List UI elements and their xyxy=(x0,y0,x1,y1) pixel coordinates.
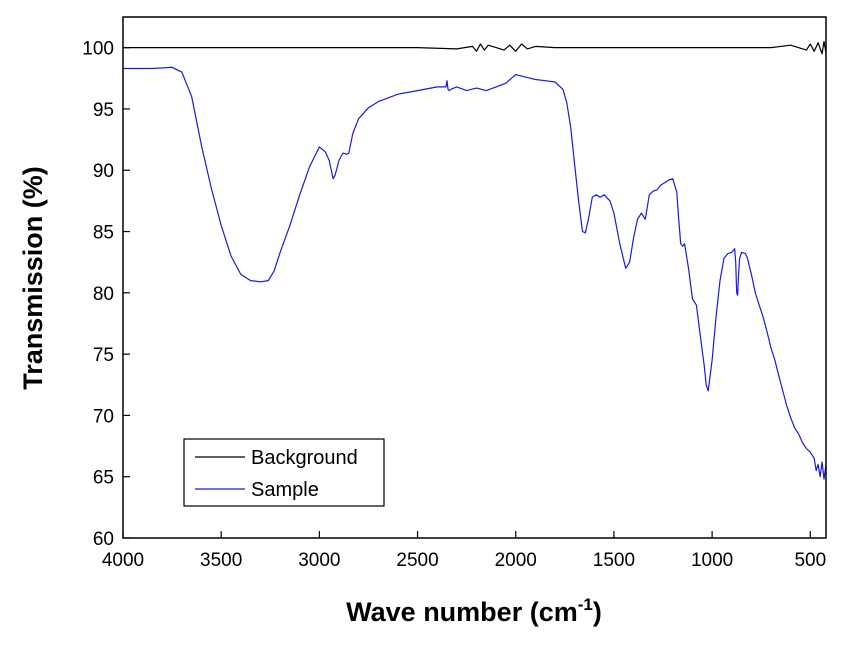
legend-box xyxy=(183,438,385,507)
series-line-sample xyxy=(123,66,827,480)
x-tick-label: 4000 xyxy=(102,550,144,571)
legend-label-sample: Sample xyxy=(251,479,319,501)
y-tick-label: 100 xyxy=(82,39,114,60)
x-tick-label: 1000 xyxy=(691,550,733,571)
y-axis-title: Transmission (%) xyxy=(18,166,48,390)
x-tick-label: 1500 xyxy=(593,550,635,571)
legend-label-background: Background xyxy=(251,447,358,469)
x-tick-label: 2500 xyxy=(396,550,438,571)
x-axis-title-superscript: -1 xyxy=(578,595,593,614)
y-axis-ticks: 60 65 70 75 80 85 90 95 100 xyxy=(82,39,130,550)
x-tick-label: 2000 xyxy=(495,550,537,571)
legend: Background Sample xyxy=(183,438,385,507)
plot-frame xyxy=(122,16,827,539)
y-tick-label: 80 xyxy=(93,284,114,305)
y-tick-label: 70 xyxy=(93,406,114,427)
series-line-background xyxy=(123,40,827,55)
plot-area xyxy=(122,16,827,539)
y-tick-label: 65 xyxy=(93,468,114,489)
y-tick-label: 95 xyxy=(93,100,114,121)
y-tick-label: 75 xyxy=(93,345,114,366)
x-tick-label: 3000 xyxy=(298,550,340,571)
y-tick-label: 90 xyxy=(93,161,114,182)
x-axis-title: Wave number (cm-1) xyxy=(346,595,602,627)
x-axis-ticks: 4000 3500 3000 2500 2000 1500 1000 500 xyxy=(102,531,826,571)
x-tick-label: 3500 xyxy=(200,550,242,571)
x-axis-title-close: ) xyxy=(593,597,602,627)
y-tick-label: 60 xyxy=(93,529,114,550)
y-tick-label: 85 xyxy=(93,223,114,244)
x-axis-title-main: Wave number (cm xyxy=(346,597,578,627)
series-layer xyxy=(123,40,827,480)
x-tick-label: 500 xyxy=(794,550,826,571)
